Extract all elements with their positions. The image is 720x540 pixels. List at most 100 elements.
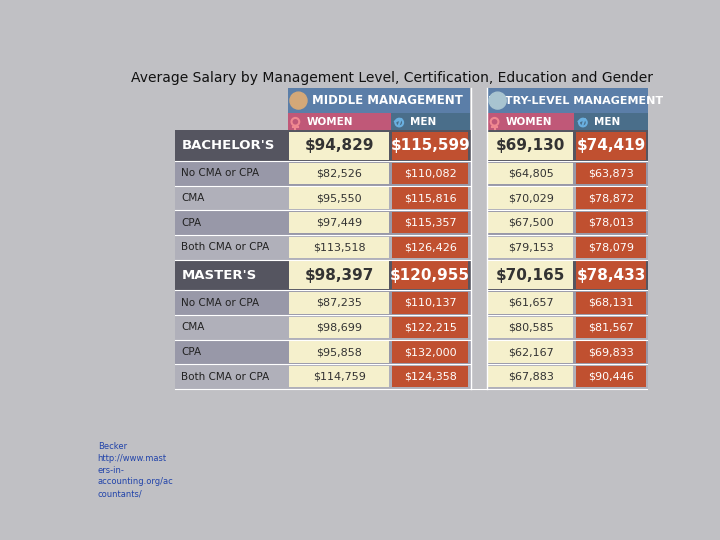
Bar bbox=[289, 316, 389, 338]
Text: $94,829: $94,829 bbox=[305, 138, 374, 153]
Bar bbox=[487, 113, 575, 130]
Bar bbox=[576, 187, 647, 209]
Text: $70,165: $70,165 bbox=[496, 267, 565, 282]
Text: Becker
http://www.mast
ers-in-
accounting.org/ac
countants/: Becker http://www.mast ers-in- accountin… bbox=[98, 442, 174, 498]
Bar bbox=[576, 132, 647, 159]
Bar bbox=[488, 261, 573, 289]
Text: $124,358: $124,358 bbox=[404, 372, 456, 382]
Text: $98,397: $98,397 bbox=[305, 267, 374, 282]
Text: $126,426: $126,426 bbox=[404, 242, 456, 252]
Bar bbox=[576, 163, 647, 184]
Bar bbox=[392, 261, 468, 289]
Bar bbox=[392, 292, 468, 314]
Text: MEN: MEN bbox=[410, 117, 436, 127]
Bar bbox=[392, 132, 468, 159]
Bar bbox=[392, 212, 468, 233]
Bar bbox=[472, 88, 487, 389]
Bar bbox=[289, 187, 389, 209]
Bar bbox=[488, 187, 573, 209]
Text: $132,000: $132,000 bbox=[404, 347, 456, 357]
Bar bbox=[175, 260, 648, 291]
Text: $115,599: $115,599 bbox=[390, 138, 470, 153]
Bar bbox=[392, 237, 468, 258]
Circle shape bbox=[290, 92, 307, 109]
Text: $67,500: $67,500 bbox=[508, 218, 554, 228]
Text: $69,833: $69,833 bbox=[588, 347, 634, 357]
Bar bbox=[175, 291, 648, 315]
Text: $87,235: $87,235 bbox=[316, 298, 362, 308]
Bar bbox=[287, 88, 469, 113]
Bar bbox=[175, 211, 648, 235]
Bar bbox=[392, 341, 468, 363]
Bar bbox=[287, 113, 391, 130]
Text: $122,215: $122,215 bbox=[404, 322, 456, 332]
Text: $97,449: $97,449 bbox=[316, 218, 362, 228]
Bar bbox=[488, 366, 573, 387]
Text: CPA: CPA bbox=[181, 218, 202, 228]
Text: $95,858: $95,858 bbox=[316, 347, 362, 357]
Bar bbox=[488, 292, 573, 314]
Bar bbox=[488, 341, 573, 363]
Bar bbox=[175, 161, 648, 186]
Text: $61,657: $61,657 bbox=[508, 298, 554, 308]
Text: WOMEN: WOMEN bbox=[506, 117, 553, 127]
Bar bbox=[289, 237, 389, 258]
Text: $67,883: $67,883 bbox=[508, 372, 554, 382]
Bar bbox=[488, 237, 573, 258]
Bar bbox=[175, 130, 648, 161]
Bar bbox=[391, 113, 469, 130]
Text: Average Salary by Management Level, Certification, Education and Gender: Average Salary by Management Level, Cert… bbox=[131, 71, 653, 85]
Bar bbox=[392, 187, 468, 209]
Text: $62,167: $62,167 bbox=[508, 347, 554, 357]
Bar bbox=[289, 261, 389, 289]
Bar bbox=[175, 364, 648, 389]
Text: $98,699: $98,699 bbox=[316, 322, 362, 332]
Bar bbox=[488, 316, 573, 338]
Text: $80,585: $80,585 bbox=[508, 322, 554, 332]
Text: $78,013: $78,013 bbox=[588, 218, 634, 228]
Bar bbox=[175, 340, 648, 365]
Bar bbox=[576, 212, 647, 233]
Text: WOMEN: WOMEN bbox=[307, 117, 354, 127]
Text: $63,873: $63,873 bbox=[588, 168, 634, 178]
Bar bbox=[289, 341, 389, 363]
Text: $68,131: $68,131 bbox=[588, 298, 634, 308]
Text: $82,526: $82,526 bbox=[316, 168, 362, 178]
Text: MIDDLE MANAGEMENT: MIDDLE MANAGEMENT bbox=[312, 94, 463, 107]
Text: $78,079: $78,079 bbox=[588, 242, 634, 252]
Text: ENTRY-LEVEL MANAGEMENT: ENTRY-LEVEL MANAGEMENT bbox=[488, 96, 664, 106]
Text: $90,446: $90,446 bbox=[588, 372, 634, 382]
Bar bbox=[575, 113, 648, 130]
Text: No CMA or CPA: No CMA or CPA bbox=[181, 168, 260, 178]
Text: $110,082: $110,082 bbox=[404, 168, 456, 178]
Text: $74,419: $74,419 bbox=[577, 138, 646, 153]
Bar bbox=[289, 163, 389, 184]
Text: MEN: MEN bbox=[594, 117, 620, 127]
Circle shape bbox=[489, 92, 506, 109]
Text: $78,872: $78,872 bbox=[588, 193, 634, 203]
Bar bbox=[488, 132, 573, 159]
Text: BACHELOR'S: BACHELOR'S bbox=[181, 139, 275, 152]
Bar bbox=[392, 163, 468, 184]
Text: CMA: CMA bbox=[181, 193, 204, 203]
Text: $110,137: $110,137 bbox=[404, 298, 456, 308]
Text: $81,567: $81,567 bbox=[588, 322, 634, 332]
Bar bbox=[175, 186, 648, 210]
Text: Both CMA or CPA: Both CMA or CPA bbox=[181, 372, 270, 382]
Bar bbox=[576, 366, 647, 387]
Bar bbox=[289, 132, 389, 159]
Text: $115,357: $115,357 bbox=[404, 218, 456, 228]
Bar bbox=[289, 366, 389, 387]
Bar bbox=[392, 316, 468, 338]
Text: $79,153: $79,153 bbox=[508, 242, 554, 252]
Text: $113,518: $113,518 bbox=[313, 242, 366, 252]
Bar bbox=[289, 292, 389, 314]
Bar bbox=[487, 88, 648, 113]
Bar bbox=[175, 235, 648, 260]
Bar bbox=[488, 212, 573, 233]
Bar bbox=[576, 237, 647, 258]
Bar bbox=[576, 316, 647, 338]
Bar bbox=[289, 212, 389, 233]
Text: $114,759: $114,759 bbox=[312, 372, 366, 382]
Bar bbox=[392, 366, 468, 387]
